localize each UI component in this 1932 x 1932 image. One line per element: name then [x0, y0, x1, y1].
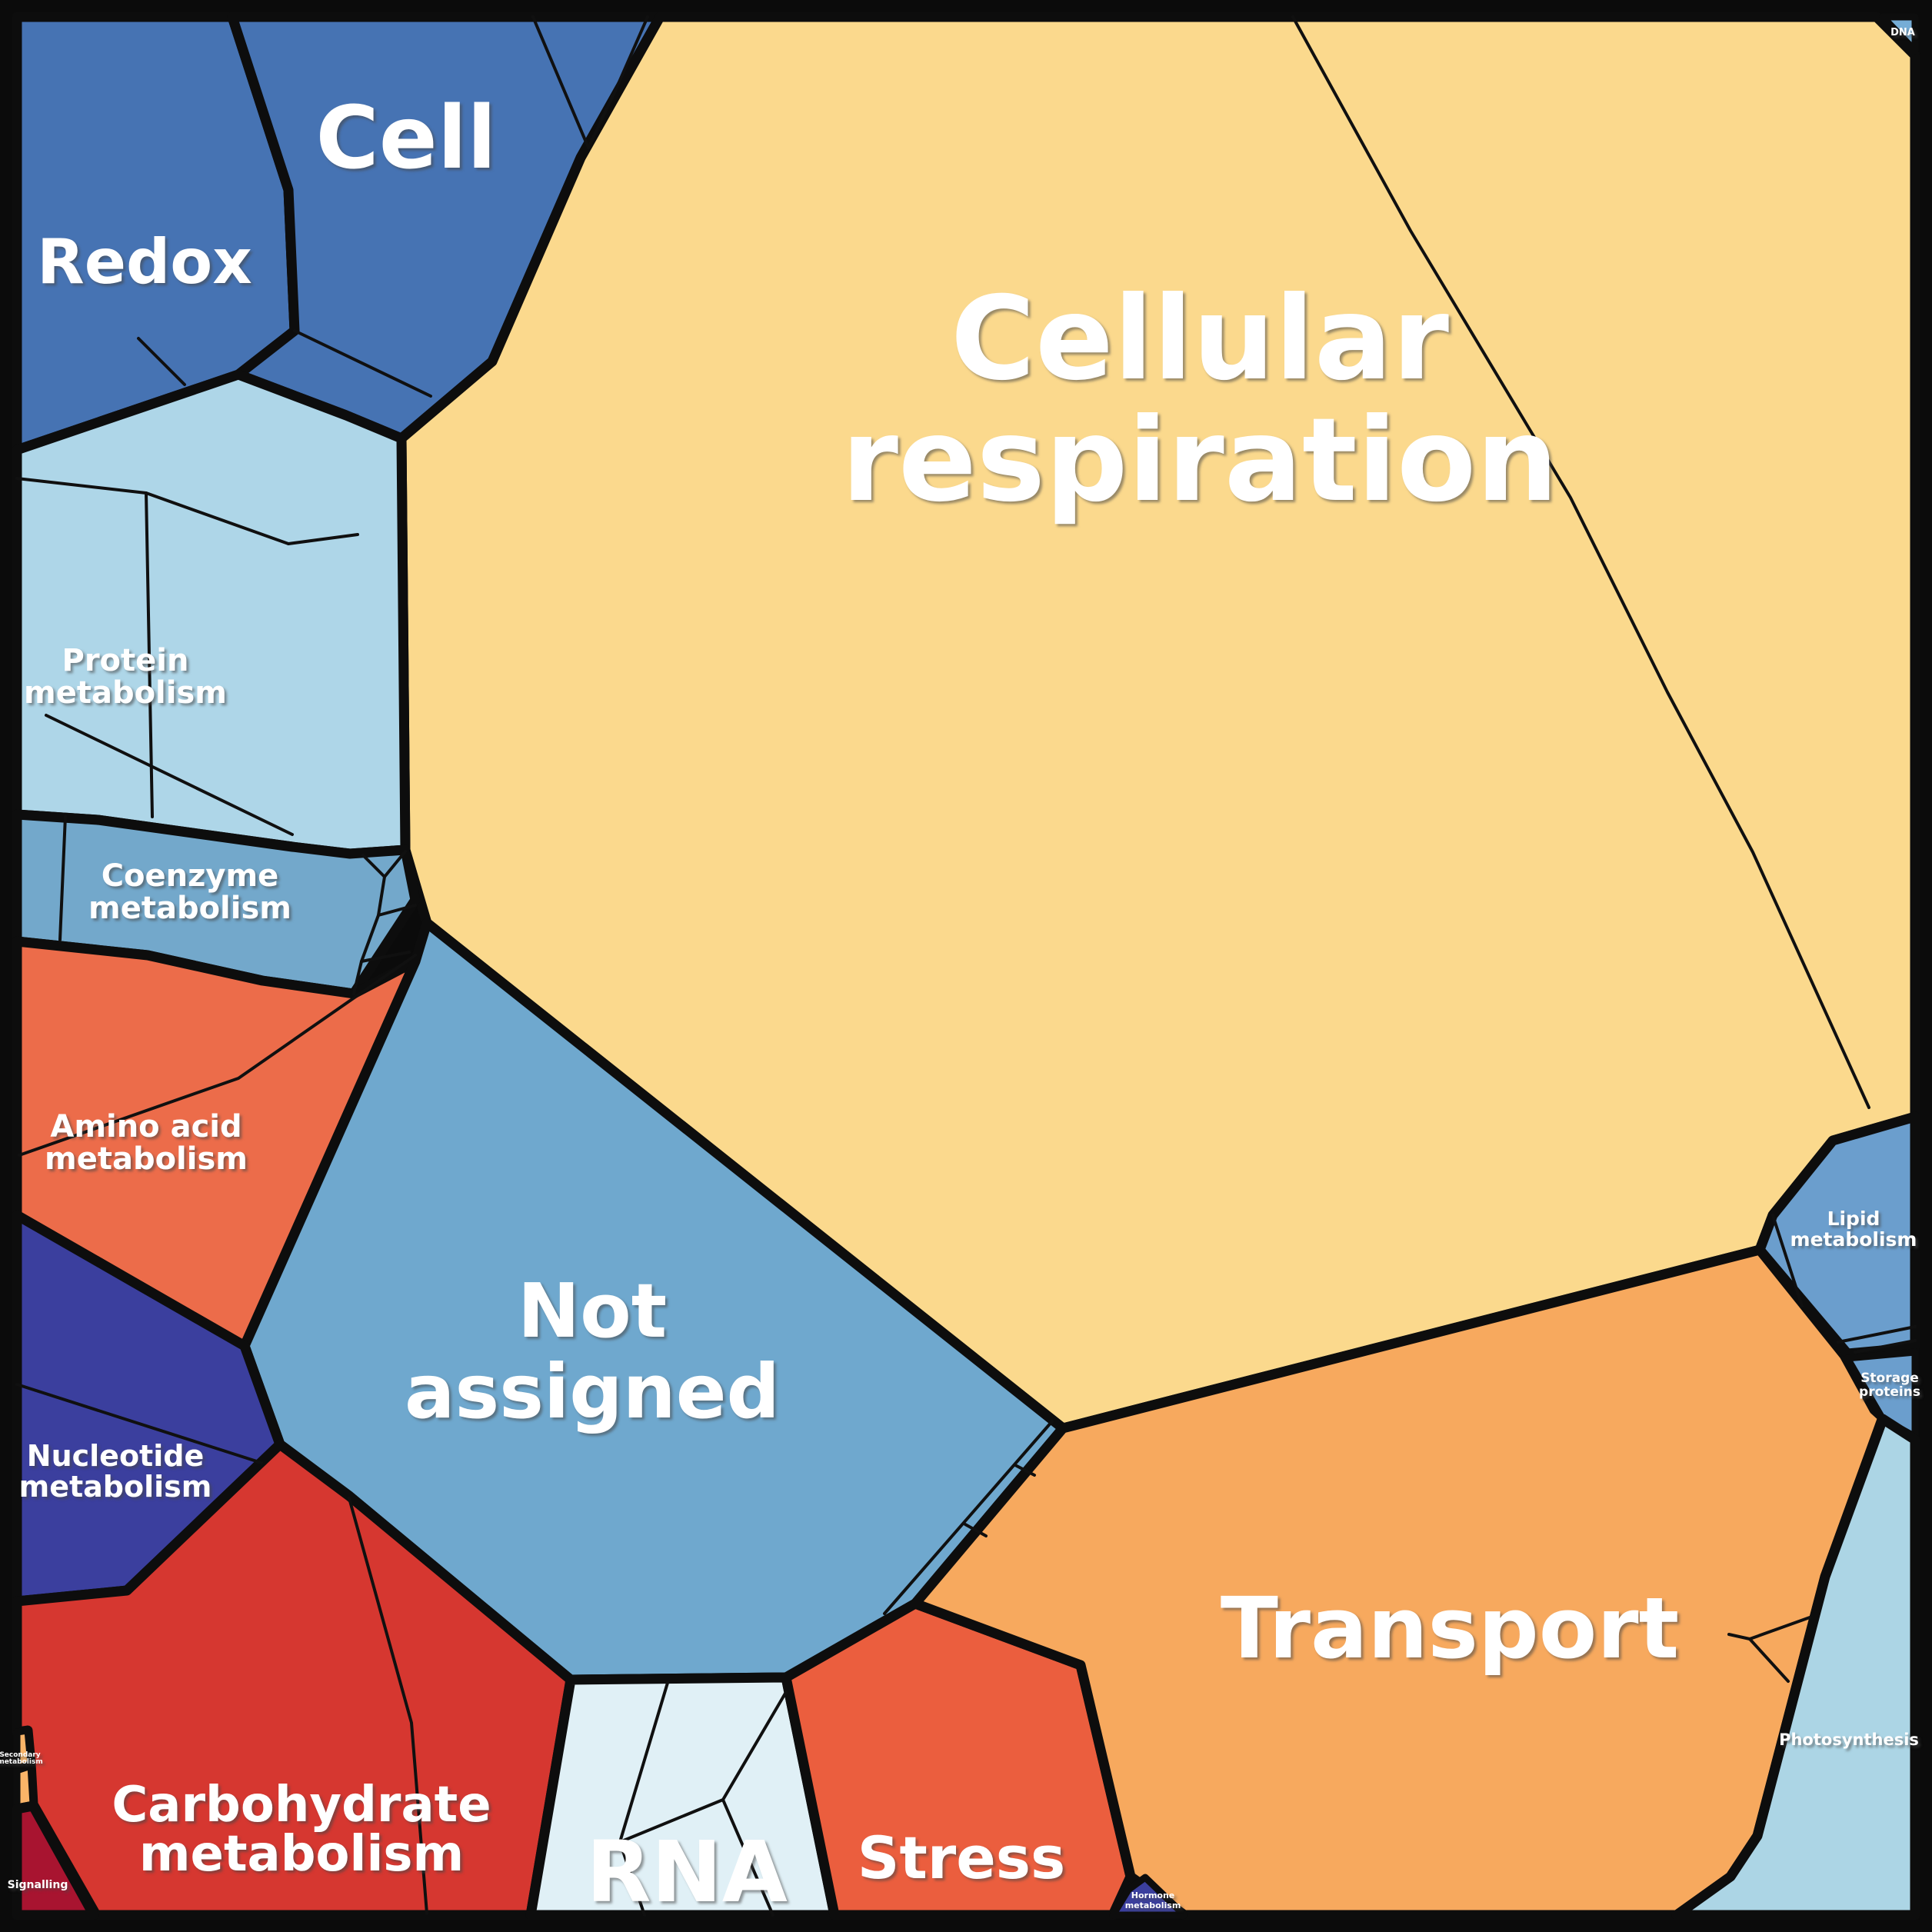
label-transport: Transport — [1221, 1579, 1679, 1677]
label-cellular-respiration-line1: Cellular — [951, 272, 1449, 406]
label-carbohydrate-line1: Carbohydrate — [112, 1777, 491, 1834]
label-photosynthesis: Photosynthesis — [1779, 1730, 1919, 1749]
label-nucleotide-line1: Nucleotide — [27, 1439, 204, 1473]
label-amino-acid-line2: metabolism — [45, 1141, 248, 1177]
label-protein-metabolism-line2: metabolism — [24, 675, 227, 711]
label-cellular-respiration-line2: respiration — [841, 394, 1558, 528]
label-storage-line1: Storage — [1860, 1371, 1919, 1386]
label-secondary-line2: metabolism — [0, 1758, 43, 1766]
label-amino-acid-line1: Amino acid — [50, 1109, 242, 1144]
subcell-lines — [15, 15, 1917, 1917]
label-hormone-line2: metabolism — [1125, 1900, 1181, 1910]
label-carbohydrate-line2: metabolism — [139, 1826, 464, 1883]
label-not-assigned-line1: Not — [518, 1267, 667, 1354]
region-dna — [1879, 13, 1919, 55]
label-protein-metabolism-line1: Protein — [62, 643, 189, 678]
label-stress: Stress — [858, 1824, 1066, 1892]
label-lipid-line1: Lipid — [1827, 1208, 1880, 1230]
region-hormone-metabolism — [1109, 1874, 1188, 1919]
label-coenzyme-metabolism-line1: Coenzyme — [102, 858, 279, 894]
label-not-assigned-line2: assigned — [405, 1348, 780, 1435]
label-dna: DNA — [1890, 27, 1915, 38]
label-redox: Redox — [37, 226, 252, 298]
label-nucleotide-line2: metabolism — [19, 1470, 212, 1504]
label-lipid-line2: metabolism — [1790, 1228, 1917, 1251]
label-cell: Cell — [316, 88, 497, 188]
label-rna: RNA — [586, 1823, 788, 1921]
region-photosynthesis — [1671, 1414, 1920, 1920]
label-coenzyme-metabolism-line2: metabolism — [88, 891, 291, 926]
label-signalling: Signalling — [8, 1879, 68, 1891]
region-secondary-metabolism-lower — [13, 1762, 37, 1811]
label-storage-line2: proteins — [1859, 1384, 1920, 1400]
label-hormone-line1: Hormone — [1131, 1890, 1175, 1900]
label-secondary-line1: Secondary — [0, 1751, 41, 1759]
region-protein-metabolism — [12, 369, 411, 859]
region-signalling — [12, 1800, 99, 1920]
